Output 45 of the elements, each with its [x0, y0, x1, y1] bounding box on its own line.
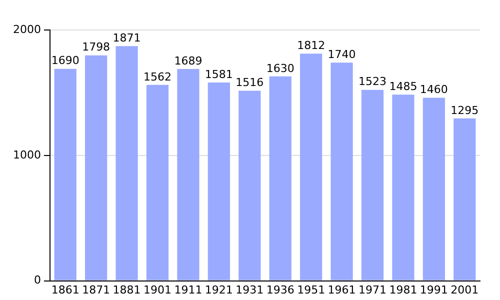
data-label: 1690 [51, 54, 80, 68]
data-label: 1562 [143, 70, 172, 84]
data-label: 1812 [297, 38, 326, 52]
bar [361, 90, 384, 280]
x-tick-label: 1971 [358, 283, 386, 296]
data-label: 1871 [112, 32, 141, 45]
bar [208, 82, 230, 280]
x-tick-label: 1921 [204, 283, 233, 296]
bar [238, 90, 261, 280]
x-tick-label: 1911 [174, 283, 202, 296]
bar [392, 94, 414, 280]
x-tick-label: 1951 [297, 283, 326, 296]
y-tick-label: 0 [34, 274, 41, 287]
bar [330, 62, 353, 280]
data-label: 1485 [389, 80, 418, 93]
x-tick-label: 1861 [51, 283, 80, 296]
bar [269, 76, 292, 280]
x-tick-label: 1881 [112, 283, 141, 296]
bar [454, 118, 476, 280]
bar [85, 55, 108, 280]
y-tick-label: 2000 [12, 22, 41, 36]
x-tick-label: 1931 [236, 283, 264, 296]
x-tick-label: 1871 [82, 283, 110, 296]
x-tick-label: 1991 [420, 283, 448, 296]
data-label: 1689 [174, 54, 202, 68]
bar [422, 98, 445, 280]
bar [146, 84, 169, 280]
data-label: 1295 [450, 104, 479, 117]
data-label: 1523 [358, 75, 386, 88]
data-label: 1740 [328, 48, 356, 61]
bar [300, 54, 322, 280]
y-tick-label: 1000 [12, 148, 41, 162]
x-tick-label: 2001 [450, 283, 479, 296]
bar [177, 69, 200, 280]
data-label: 1460 [420, 83, 448, 96]
bar [116, 46, 138, 280]
data-label: 1798 [82, 40, 110, 54]
x-tick-label: 1936 [266, 283, 294, 296]
x-tick-label: 1901 [143, 283, 172, 296]
data-label: 1630 [266, 62, 294, 75]
x-tick-label: 1981 [389, 283, 418, 296]
bar [54, 68, 76, 280]
data-label: 1581 [204, 68, 233, 81]
x-tick-label: 1961 [328, 283, 356, 296]
data-label: 1516 [236, 76, 264, 90]
